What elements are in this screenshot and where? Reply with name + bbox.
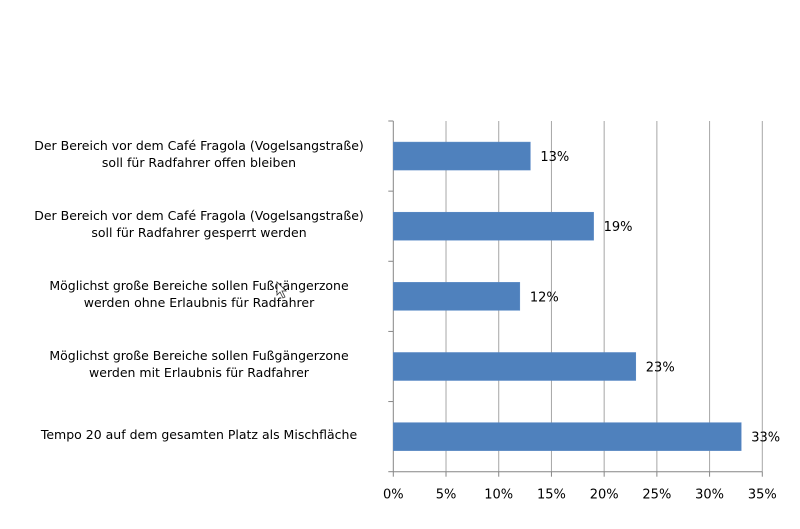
category-label: Tempo 20 auf dem gesamten Platz als Misc… <box>20 426 378 443</box>
data-label: 19% <box>604 220 633 235</box>
x-tick-label: 5% <box>436 488 457 503</box>
data-label: 33% <box>751 431 780 446</box>
data-label: 13% <box>540 150 569 165</box>
x-tick-label: 15% <box>537 488 566 503</box>
bar <box>393 282 521 311</box>
category-label-line: soll für Radfahrer gesperrt werden <box>91 225 307 241</box>
x-tick-label: 10% <box>484 488 513 503</box>
category-label-line: werden mit Erlaubnis für Radfahrer <box>89 365 309 381</box>
x-tick-label: 35% <box>748 488 777 503</box>
category-label-line: Der Bereich vor dem Café Fragola (Vogels… <box>34 208 364 224</box>
category-label-line: werden ohne Erlaubnis für Radfahrer <box>83 295 315 311</box>
x-tick-label: 0% <box>383 488 404 503</box>
bar <box>393 352 637 381</box>
data-label: 12% <box>530 290 559 305</box>
x-tick-label: 25% <box>642 488 671 503</box>
category-label: Der Bereich vor dem Café Fragola (Vogels… <box>20 137 378 171</box>
category-label-line: Möglichst große Bereiche sollen Fußgänge… <box>49 348 349 364</box>
x-tick-label: 20% <box>590 488 619 503</box>
data-label: 23% <box>646 360 675 375</box>
category-label: Möglichst große Bereiche sollen Fußgänge… <box>20 347 378 381</box>
category-label-line: soll für Radfahrer offen bleiben <box>101 155 297 171</box>
category-label-line: Tempo 20 auf dem gesamten Platz als Misc… <box>40 427 358 443</box>
category-label-line: Der Bereich vor dem Café Fragola (Vogels… <box>34 138 364 154</box>
category-label: Möglichst große Bereiche sollen Fußgänge… <box>20 277 378 311</box>
bar <box>393 211 594 241</box>
bar <box>393 422 742 451</box>
x-tick-label: 30% <box>695 488 724 503</box>
category-label: Der Bereich vor dem Café Fragola (Vogels… <box>20 207 378 241</box>
bar <box>393 141 531 171</box>
category-label-line: Möglichst große Bereiche sollen Fußgänge… <box>49 278 349 294</box>
